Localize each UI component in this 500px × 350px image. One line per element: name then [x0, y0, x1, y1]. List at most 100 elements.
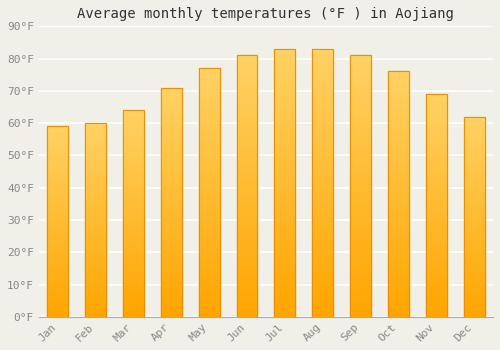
Bar [350, 82, 371, 84]
Bar [350, 84, 371, 87]
Bar [198, 155, 220, 158]
Bar [85, 288, 106, 290]
Bar [388, 302, 409, 304]
Bar [312, 287, 333, 290]
Bar [312, 81, 333, 84]
Bar [198, 96, 220, 98]
Bar [236, 89, 258, 92]
Bar [274, 196, 295, 199]
Bar [161, 315, 182, 317]
Bar [464, 165, 484, 167]
Bar [350, 270, 371, 272]
Bar [312, 132, 333, 135]
Bar [123, 176, 144, 178]
Bar [236, 262, 258, 265]
Bar [236, 202, 258, 204]
Bar [426, 134, 446, 136]
Bar [350, 199, 371, 202]
Bar [312, 76, 333, 78]
Bar [350, 236, 371, 238]
Bar [161, 193, 182, 195]
Bar [123, 120, 144, 122]
Bar [85, 195, 106, 197]
Bar [198, 222, 220, 225]
Bar [464, 143, 484, 145]
Bar [48, 298, 68, 300]
Bar [198, 98, 220, 100]
Bar [274, 70, 295, 73]
Bar [161, 248, 182, 250]
Bar [274, 108, 295, 111]
Bar [350, 301, 371, 304]
Bar [48, 288, 68, 290]
Bar [350, 293, 371, 296]
Bar [236, 210, 258, 212]
Bar [350, 152, 371, 155]
Bar [350, 215, 371, 217]
Bar [198, 78, 220, 80]
Bar [236, 173, 258, 176]
Bar [236, 236, 258, 238]
Bar [161, 253, 182, 255]
Bar [161, 204, 182, 207]
Bar [85, 166, 106, 168]
Bar [350, 178, 371, 181]
Bar [464, 211, 484, 213]
Bar [123, 137, 144, 139]
Bar [464, 197, 484, 199]
Bar [236, 74, 258, 76]
Bar [388, 238, 409, 241]
Bar [198, 177, 220, 180]
Bar [161, 104, 182, 106]
Bar [312, 167, 333, 169]
Bar [426, 217, 446, 219]
Bar [85, 164, 106, 166]
Bar [85, 160, 106, 162]
Bar [350, 194, 371, 197]
Bar [123, 162, 144, 164]
Bar [85, 146, 106, 148]
Bar [236, 223, 258, 225]
Bar [123, 191, 144, 193]
Bar [464, 181, 484, 183]
Bar [85, 141, 106, 142]
Bar [426, 252, 446, 254]
Bar [388, 98, 409, 101]
Bar [388, 160, 409, 162]
Bar [123, 143, 144, 145]
Bar [426, 315, 446, 317]
Bar [198, 138, 220, 140]
Bar [426, 121, 446, 123]
Bar [48, 162, 68, 164]
Bar [198, 307, 220, 309]
Bar [312, 301, 333, 303]
Bar [161, 310, 182, 312]
Bar [236, 267, 258, 270]
Bar [274, 306, 295, 309]
Bar [312, 54, 333, 57]
Bar [426, 152, 446, 154]
Bar [350, 108, 371, 110]
Bar [198, 100, 220, 103]
Bar [198, 312, 220, 314]
Bar [236, 100, 258, 103]
Bar [464, 271, 484, 273]
Bar [388, 258, 409, 260]
Bar [426, 168, 446, 170]
Bar [236, 270, 258, 272]
Bar [312, 68, 333, 70]
Bar [312, 306, 333, 309]
Bar [388, 108, 409, 111]
Bar [274, 293, 295, 295]
Bar [426, 286, 446, 288]
Bar [312, 276, 333, 279]
Bar [236, 207, 258, 210]
Bar [388, 106, 409, 108]
Bar [312, 169, 333, 172]
Bar [426, 119, 446, 121]
Bar [123, 253, 144, 255]
Bar [426, 190, 446, 192]
Bar [426, 277, 446, 279]
Bar [274, 78, 295, 81]
Bar [161, 195, 182, 198]
